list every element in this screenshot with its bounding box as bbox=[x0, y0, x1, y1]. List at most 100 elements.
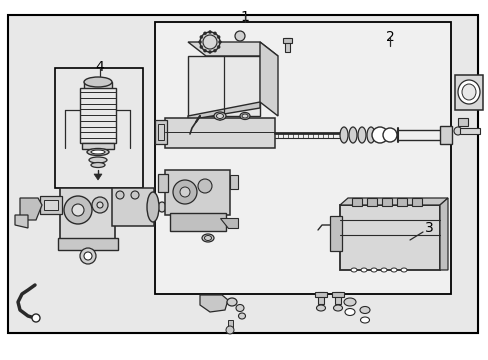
Bar bbox=[283, 38, 291, 43]
Circle shape bbox=[235, 31, 244, 41]
Ellipse shape bbox=[345, 309, 354, 315]
Bar bbox=[454, 75, 482, 110]
Text: 4: 4 bbox=[96, 60, 104, 74]
Ellipse shape bbox=[91, 162, 105, 167]
Bar bbox=[58, 238, 118, 250]
Ellipse shape bbox=[400, 268, 406, 272]
Ellipse shape bbox=[236, 305, 244, 311]
Polygon shape bbox=[220, 218, 238, 228]
Circle shape bbox=[213, 32, 216, 35]
Circle shape bbox=[92, 197, 108, 213]
Ellipse shape bbox=[360, 317, 369, 323]
Bar bbox=[60, 188, 115, 240]
Ellipse shape bbox=[343, 298, 355, 306]
Bar bbox=[317, 292, 324, 304]
Bar bbox=[164, 170, 229, 215]
Circle shape bbox=[213, 49, 216, 52]
Bar bbox=[411, 198, 421, 206]
Bar bbox=[155, 22, 450, 294]
Bar bbox=[439, 126, 451, 144]
Ellipse shape bbox=[390, 268, 396, 272]
Bar bbox=[334, 292, 340, 304]
Circle shape bbox=[217, 45, 220, 49]
Polygon shape bbox=[20, 198, 42, 220]
Ellipse shape bbox=[84, 77, 112, 87]
Bar bbox=[457, 118, 467, 126]
Bar bbox=[170, 213, 225, 231]
Bar bbox=[396, 198, 406, 206]
Ellipse shape bbox=[359, 306, 369, 314]
Circle shape bbox=[203, 35, 217, 49]
Bar bbox=[329, 216, 341, 251]
Circle shape bbox=[72, 204, 84, 216]
Bar bbox=[285, 38, 289, 52]
Circle shape bbox=[200, 45, 203, 49]
Ellipse shape bbox=[380, 268, 386, 272]
Bar bbox=[158, 124, 163, 140]
Circle shape bbox=[97, 202, 103, 208]
Polygon shape bbox=[187, 102, 260, 120]
Circle shape bbox=[208, 31, 211, 33]
Text: 2: 2 bbox=[385, 30, 393, 44]
Ellipse shape bbox=[89, 157, 107, 163]
Circle shape bbox=[200, 36, 203, 39]
Bar bbox=[174, 203, 183, 206]
Ellipse shape bbox=[166, 203, 173, 211]
Bar bbox=[366, 198, 376, 206]
Ellipse shape bbox=[350, 268, 356, 272]
Circle shape bbox=[116, 191, 124, 199]
Polygon shape bbox=[260, 42, 278, 116]
Bar bbox=[112, 188, 154, 226]
Ellipse shape bbox=[457, 80, 479, 104]
Bar bbox=[82, 143, 114, 149]
Ellipse shape bbox=[357, 127, 365, 143]
Bar bbox=[229, 175, 238, 189]
Ellipse shape bbox=[366, 127, 374, 143]
Ellipse shape bbox=[333, 305, 342, 311]
Ellipse shape bbox=[370, 268, 376, 272]
Circle shape bbox=[80, 248, 96, 264]
Ellipse shape bbox=[202, 234, 214, 242]
Bar bbox=[8, 15, 477, 333]
Circle shape bbox=[173, 180, 197, 204]
Ellipse shape bbox=[348, 127, 356, 143]
Ellipse shape bbox=[240, 112, 249, 120]
Ellipse shape bbox=[147, 192, 159, 222]
Bar bbox=[80, 88, 116, 143]
Bar bbox=[381, 198, 391, 206]
Polygon shape bbox=[15, 215, 28, 228]
Ellipse shape bbox=[216, 113, 223, 118]
Polygon shape bbox=[439, 198, 447, 270]
Circle shape bbox=[131, 191, 139, 199]
Bar bbox=[158, 174, 168, 192]
Circle shape bbox=[203, 49, 206, 52]
Ellipse shape bbox=[214, 112, 225, 120]
Circle shape bbox=[225, 326, 234, 334]
Circle shape bbox=[198, 179, 212, 193]
Ellipse shape bbox=[87, 148, 109, 156]
Polygon shape bbox=[339, 198, 447, 205]
Ellipse shape bbox=[461, 84, 475, 100]
Bar bbox=[44, 200, 58, 210]
Ellipse shape bbox=[242, 114, 247, 118]
Circle shape bbox=[203, 32, 206, 35]
Circle shape bbox=[208, 50, 211, 54]
Ellipse shape bbox=[91, 150, 105, 154]
Ellipse shape bbox=[226, 298, 237, 306]
Ellipse shape bbox=[238, 313, 245, 319]
Circle shape bbox=[218, 40, 221, 44]
Bar bbox=[351, 198, 361, 206]
Bar bbox=[155, 22, 450, 294]
Bar bbox=[339, 205, 439, 270]
Ellipse shape bbox=[158, 202, 165, 212]
Bar bbox=[55, 68, 142, 188]
Circle shape bbox=[382, 128, 396, 142]
Bar bbox=[459, 128, 479, 134]
Bar bbox=[155, 120, 167, 144]
Bar bbox=[84, 82, 112, 90]
Circle shape bbox=[32, 314, 40, 322]
Circle shape bbox=[453, 127, 461, 135]
Bar bbox=[187, 56, 260, 116]
Text: 1: 1 bbox=[240, 10, 249, 24]
Polygon shape bbox=[200, 295, 227, 312]
